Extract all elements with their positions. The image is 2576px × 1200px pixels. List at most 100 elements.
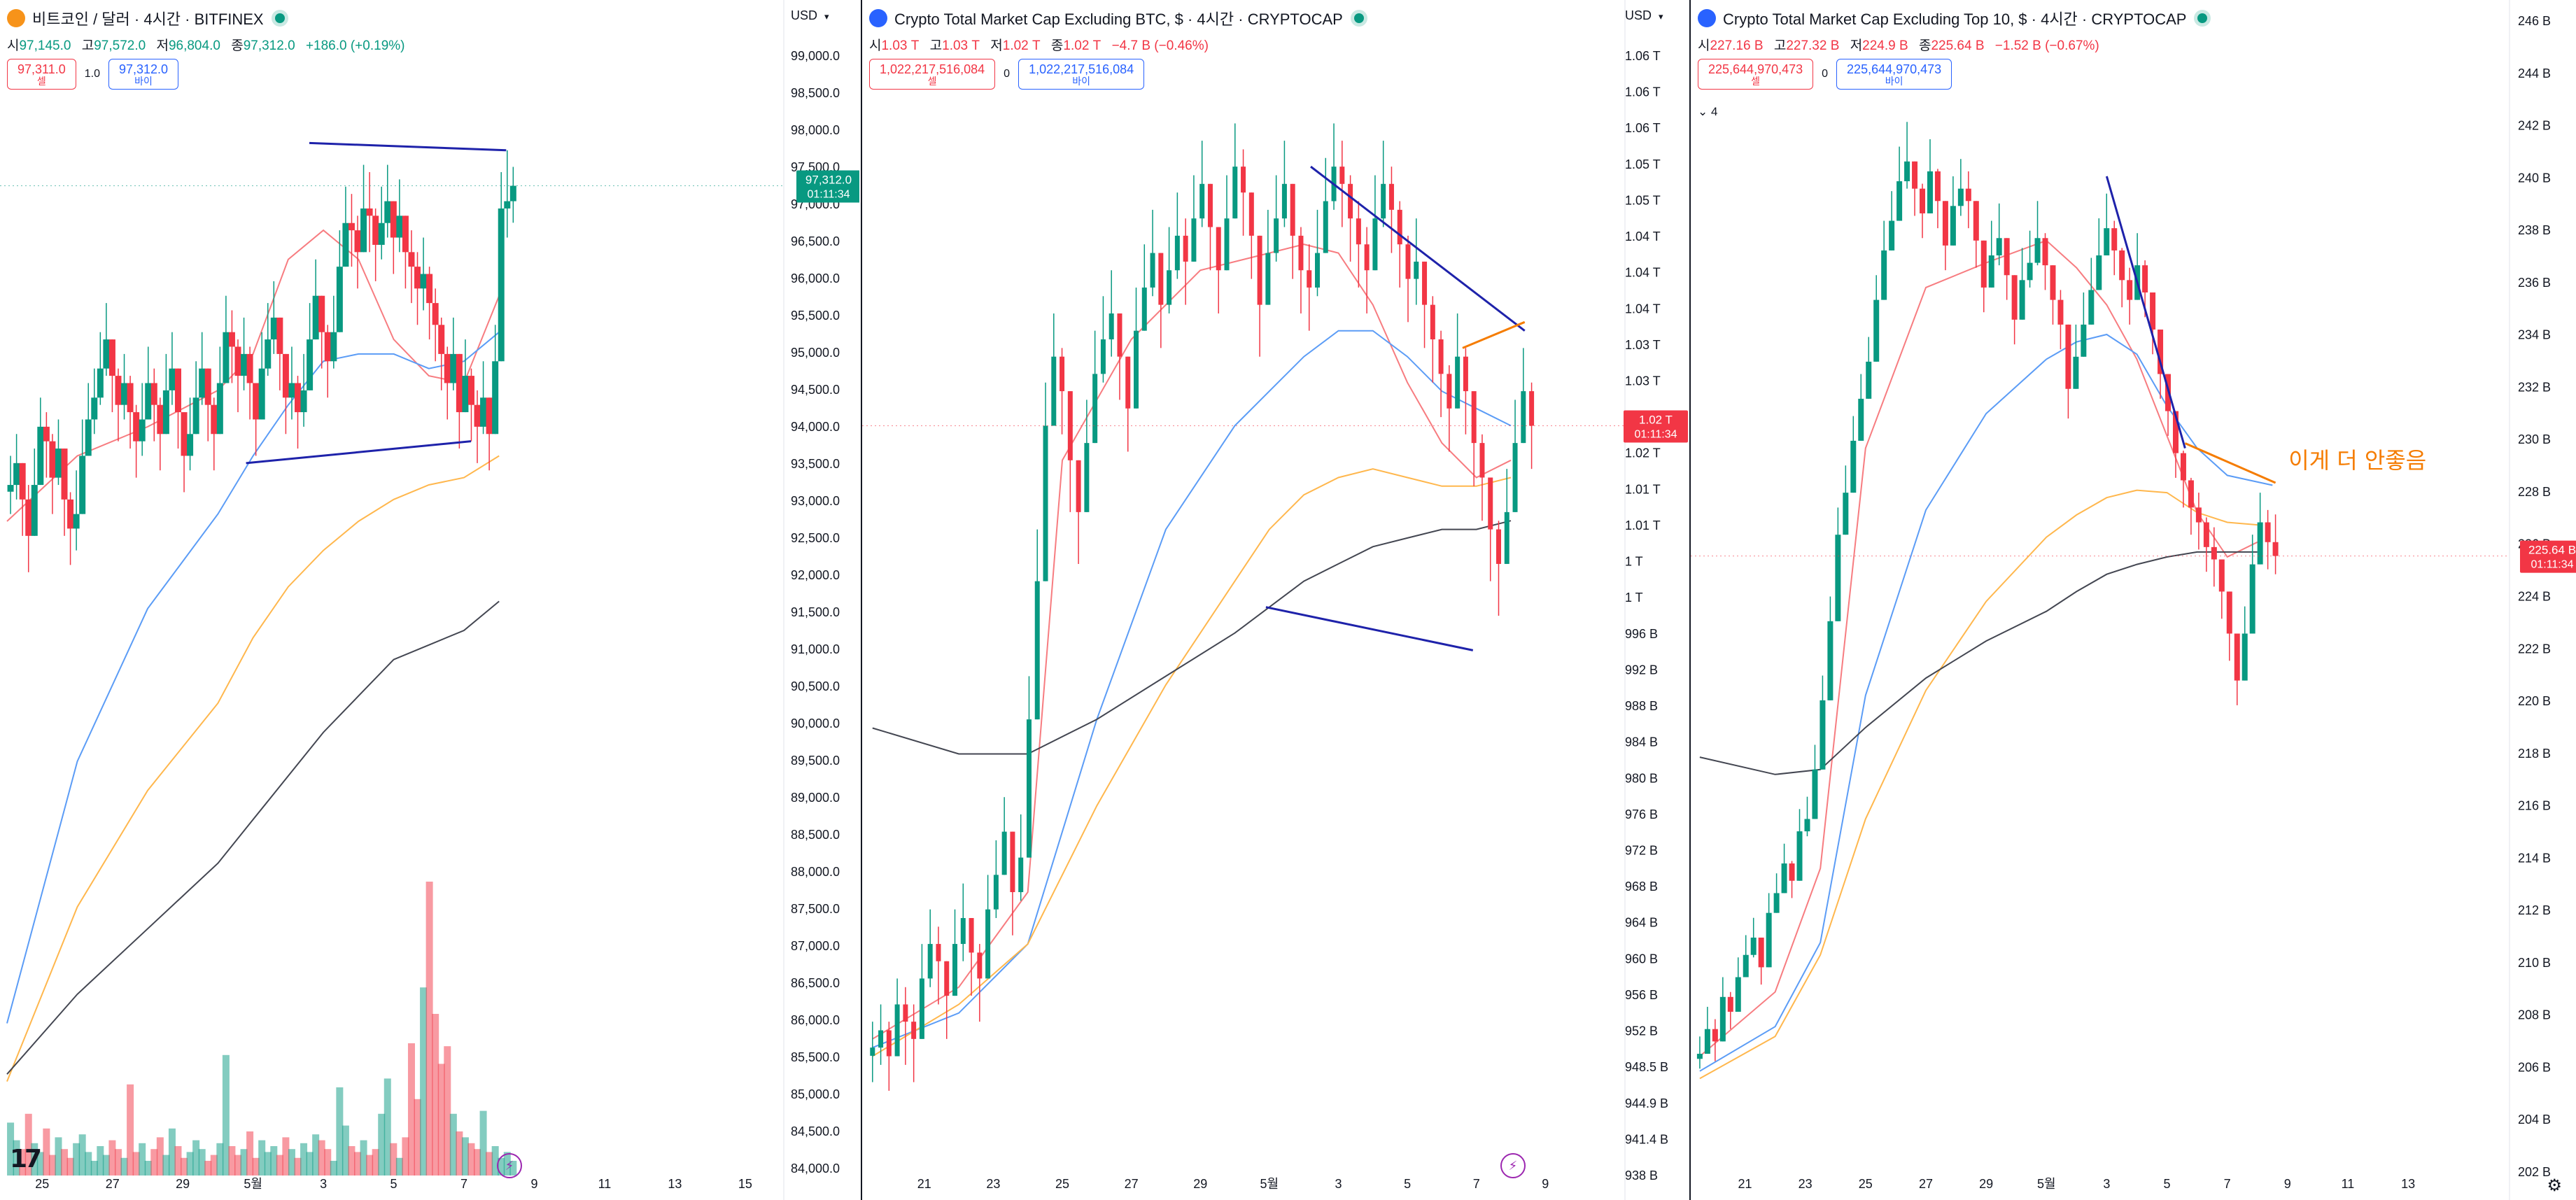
candle-body [1067, 391, 1073, 460]
candle-body [253, 383, 260, 420]
candle-body [1827, 621, 1834, 700]
panel-divider[interactable] [1689, 0, 1691, 1200]
candle-body [241, 353, 248, 376]
candle-body [456, 353, 463, 413]
x-tick-label: 29 [1193, 1177, 1207, 1191]
candle-body [157, 404, 164, 435]
candle-body [408, 252, 415, 267]
price-label-box [796, 170, 859, 203]
tradingview-logo[interactable]: 17 [10, 1145, 42, 1173]
volume-bar [181, 1157, 188, 1176]
sell-button[interactable]: 1,022,217,516,084 셀 [869, 59, 996, 90]
trendline [2184, 442, 2276, 484]
candle-body [1084, 443, 1090, 512]
candle-body [1043, 425, 1048, 581]
chart-plot[interactable]: 99,000.098,500.098,000.097,500.097,000.0… [0, 0, 859, 1200]
symbol-title[interactable]: 비트코인 / 달러 · 4시간 · BITFINEX [32, 10, 264, 28]
gear-icon[interactable]: ⚙ [2547, 1176, 2562, 1195]
y-tick-label: 1.04 T [1625, 266, 1661, 280]
y-tick-label: 92,500.0 [791, 531, 840, 545]
annotation-text: 이게 더 안좋음 [2288, 447, 2426, 474]
replay-lightning-icon[interactable]: ⚡ [1500, 1153, 1526, 1178]
volume-bar [222, 1054, 230, 1176]
y-tick-label: 85,500.0 [791, 1050, 840, 1064]
x-tick-label: 25 [35, 1177, 49, 1191]
close-value: 1.02 T [1063, 38, 1102, 53]
y-tick-label: 216 B [2518, 799, 2551, 813]
candle-body [1927, 171, 1933, 213]
chevron-down-icon: ▾ [824, 11, 829, 22]
candle-body [318, 295, 325, 332]
volume-bar [402, 1137, 409, 1176]
chart-plot[interactable]: 246 B 244 B 242 B 240 B 238 B 236 B 234 B 232 B… [1691, 0, 2576, 1200]
volume-bar [383, 1078, 391, 1176]
currency-selector[interactable]: USD ▾ [791, 8, 829, 23]
quote-row: 225,644,970,473 셀 0 225,644,970,473 바이 [1698, 59, 1952, 90]
high-label: 고 [929, 38, 943, 53]
y-tick-label: 968 B [1625, 880, 1658, 894]
y-tick-label: 956 B [1625, 988, 1658, 1002]
candle-body [115, 376, 122, 405]
chart-panel-ex-btc[interactable]: 1.06 T 1.06 T 1.06 T 1.05 T 1.05 T 1.04 T 1.04… [862, 0, 1688, 1200]
candle-body [1060, 356, 1065, 392]
candle-body [2057, 299, 2064, 325]
candle-body [1174, 235, 1180, 271]
y-tick-label: 220 B [2518, 694, 2551, 708]
candle-body [1950, 206, 1956, 246]
panel-divider[interactable] [861, 0, 862, 1200]
candle-body [2050, 265, 2056, 300]
candle-body [2065, 324, 2071, 389]
chart-panel-ex-top10[interactable]: 246 B 244 B 242 B 240 B 238 B 236 B 234 B 232 B… [1691, 0, 2576, 1200]
volume-bar [228, 1146, 236, 1176]
candle-body [1150, 253, 1155, 288]
candle-body [1274, 218, 1279, 253]
buy-button[interactable]: 97,312.0 바이 [108, 59, 179, 90]
volume-bar [85, 1152, 92, 1176]
candle-body [25, 499, 32, 536]
volume-bar [491, 1146, 499, 1176]
sell-button[interactable]: 225,644,970,473 셀 [1698, 59, 1814, 90]
chart-panel-bitcoin[interactable]: 99,000.0 98,500.0 98,000.0 97,500.0 97,000.0… [0, 0, 859, 1200]
candle-body [1430, 304, 1435, 339]
symbol-header[interactable]: Crypto Total Market Cap Excluding Top 10… [1698, 7, 2208, 29]
x-tick-label: 27 [1919, 1177, 1933, 1191]
candle-body [2234, 633, 2240, 681]
candle-body [2180, 453, 2186, 481]
candle-body [150, 383, 157, 405]
y-tick-label: 242 B [2518, 119, 2551, 133]
symbol-header[interactable]: Crypto Total Market Cap Excluding BTC, $… [869, 7, 1364, 29]
volume-bar [432, 1014, 439, 1176]
sell-label: 셀 [36, 76, 46, 87]
symbol-title[interactable]: Crypto Total Market Cap Excluding BTC, $… [894, 10, 1343, 28]
buy-button[interactable]: 225,644,970,473 바이 [1836, 59, 1952, 90]
symbol-title[interactable]: Crypto Total Market Cap Excluding Top 10… [1723, 10, 2187, 28]
market-status-icon [2197, 13, 2208, 23]
price-label-countdown: 01:11:34 [2531, 559, 2573, 571]
replay-lightning-icon[interactable]: ⚡ [497, 1153, 522, 1178]
volume-bar [486, 1152, 493, 1176]
volume-bar [336, 1087, 344, 1176]
candle-body [378, 223, 385, 245]
y-tick-label: 96,500.0 [791, 234, 840, 248]
change-value: +186.0 (+0.19%) [305, 38, 405, 53]
candle-body [903, 1004, 908, 1022]
x-tick-label: 3 [1335, 1177, 1342, 1191]
symbol-header[interactable]: 비트코인 / 달러 · 4시간 · BITFINEX [7, 7, 285, 29]
currency-selector[interactable]: USD ▾ [1625, 8, 1663, 23]
y-tick-label: 94,500.0 [791, 383, 840, 397]
sell-button[interactable]: 97,311.0 셀 [7, 59, 76, 90]
y-tick-label: 984 B [1625, 735, 1658, 749]
buy-button[interactable]: 1,022,217,516,084 바이 [1018, 59, 1145, 90]
candle-body [492, 361, 499, 435]
candle-body [927, 944, 933, 979]
volume-bar [186, 1152, 194, 1176]
candle-body [1996, 238, 2002, 255]
candle-body [1290, 183, 1295, 236]
quote-row: 1,022,217,516,084 셀 0 1,022,217,516,084 … [869, 59, 1145, 90]
indicator-collapse-toggle[interactable]: ⌄ 4 [1698, 105, 1717, 119]
y-tick-label: 99,000.0 [791, 49, 840, 63]
chart-plot[interactable]: 1.06 T 1.06 T 1.06 T 1.05 T 1.05 T 1.04 T 1.04… [862, 0, 1688, 1200]
candle-body [246, 353, 253, 383]
high-value: 1.03 T [942, 38, 980, 53]
candle-body [396, 216, 403, 238]
